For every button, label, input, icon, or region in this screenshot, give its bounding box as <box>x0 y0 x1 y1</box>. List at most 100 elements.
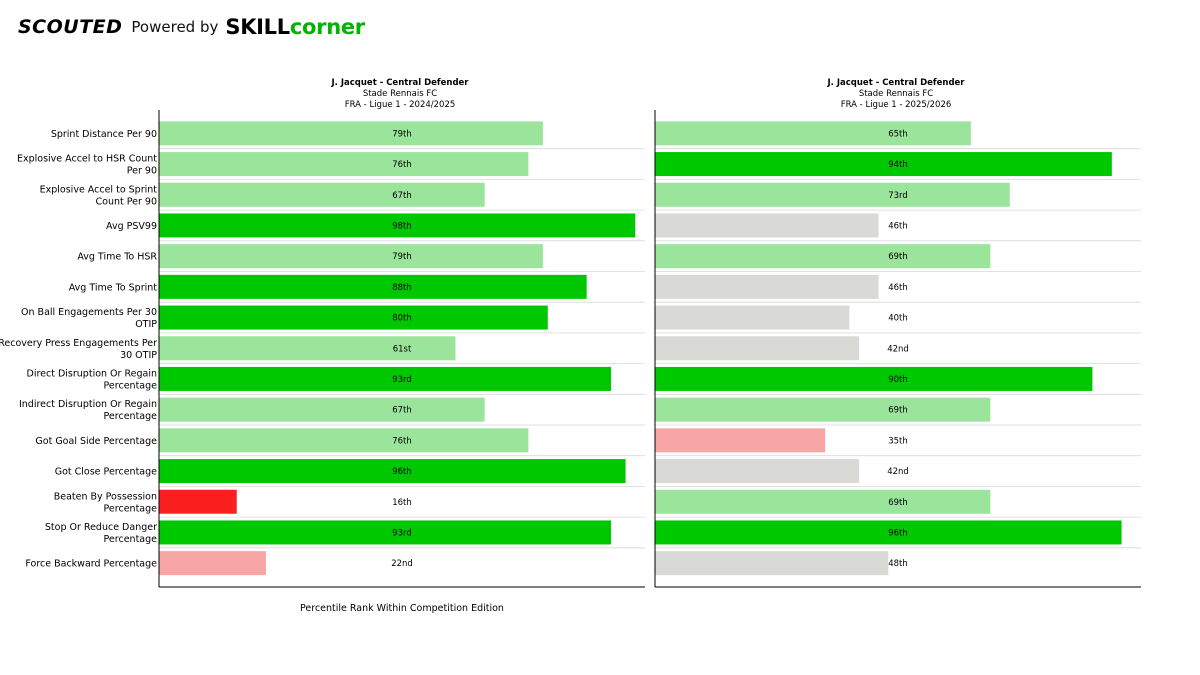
percentile-bar <box>159 489 237 514</box>
row-label-line: Recovery Press Engagements Per <box>0 338 157 349</box>
partner-logo-part1: SKILL <box>225 15 290 39</box>
row-label-line: Percentage <box>104 503 158 514</box>
row-label: Beaten By Possession Percentage <box>54 491 157 514</box>
percentile-bar <box>159 520 611 545</box>
percentile-bar <box>655 182 1010 207</box>
row-label: Sprint Distance Per 90 <box>51 129 157 140</box>
percentile-bar <box>655 244 991 269</box>
powered-by-text: Powered by <box>131 18 219 36</box>
panel-club: Stade Rennais FC <box>859 89 933 99</box>
row-label-line: Explosive Accel to Sprint <box>40 184 158 195</box>
percentile-bar <box>655 305 850 330</box>
bar-value-label: 46th <box>888 221 908 231</box>
row-label: On Ball Engagements Per 30 OTIP <box>21 307 157 330</box>
percentile-bar <box>159 336 456 361</box>
bar-value-label: 80th <box>392 314 412 324</box>
bar-value-label: 96th <box>888 528 908 538</box>
bar-value-label: 93rd <box>392 528 412 538</box>
percentile-bar <box>655 336 860 361</box>
percentile-bar <box>159 428 529 453</box>
bar-value-label: 69th <box>888 252 908 262</box>
percentile-bar <box>655 152 1112 177</box>
percentile-bar <box>655 459 860 484</box>
row-label-line: Direct Disruption Or Regain <box>27 368 157 379</box>
row-label-line: Avg PSV99 <box>106 221 157 232</box>
panel-title: J. Jacquet - Central Defender <box>827 78 966 88</box>
panel-competition: FRA - Ligue 1 - 2025/2026 <box>841 100 952 110</box>
bar-value-label: 35th <box>888 436 908 446</box>
brand-header: SCOUTED Powered by SKILL corner <box>18 12 365 42</box>
row-label-line: Beaten By Possession <box>54 491 157 502</box>
row-label-line: Indirect Disruption Or Regain <box>19 399 157 410</box>
row-label-line: Count Per 90 <box>96 196 157 207</box>
bar-value-label: 76th <box>392 160 412 170</box>
percentile-bar <box>655 489 991 514</box>
percentile-bar <box>159 244 543 269</box>
percentile-bar <box>655 428 826 453</box>
bar-value-label: 46th <box>888 283 908 293</box>
bar-value-label: 61st <box>393 344 412 354</box>
row-label-line: Got Close Percentage <box>55 467 157 478</box>
bar-value-label: 69th <box>888 498 908 508</box>
row-label: Indirect Disruption Or Regain Percentage <box>19 399 157 422</box>
bar-value-label: 16th <box>392 498 412 508</box>
row-label-line: Explosive Accel to HSR Count <box>17 154 157 165</box>
row-label-line: Sprint Distance Per 90 <box>51 129 157 140</box>
row-label: Direct Disruption Or Regain Percentage <box>27 368 158 391</box>
row-label-line: Got Goal Side Percentage <box>35 436 157 447</box>
row-label-line: Percentage <box>104 534 158 545</box>
row-label: Stop Or Reduce Danger Percentage <box>45 522 157 545</box>
percentile-bar <box>159 213 636 238</box>
percentile-bar <box>159 182 485 207</box>
bar-value-label: 93rd <box>392 375 412 385</box>
bar-value-label: 42nd <box>887 344 909 354</box>
bar-value-label: 94th <box>888 160 908 170</box>
row-label-line: Stop Or Reduce Danger <box>45 522 157 533</box>
row-label-line: 30 OTIP <box>120 350 157 361</box>
row-label-line: Per 90 <box>127 166 157 177</box>
panel-club: Stade Rennais FC <box>363 89 437 99</box>
percentile-bar <box>655 520 1122 545</box>
percentile-bar <box>159 121 543 146</box>
percentile-bar <box>159 274 587 299</box>
row-label: Avg Time To Sprint <box>69 282 158 293</box>
percentile-bar <box>159 366 611 391</box>
scouted-logo: SCOUTED <box>18 16 123 38</box>
bar-value-label: 67th <box>392 406 412 416</box>
x-axis-label: Percentile Rank Within Competition Editi… <box>300 603 504 614</box>
percentile-bar <box>655 121 971 146</box>
row-label: Got Close Percentage <box>55 467 157 478</box>
bar-value-label: 98th <box>392 221 412 231</box>
bar-value-label: 65th <box>888 129 908 139</box>
percentile-bar <box>655 366 1093 391</box>
bar-value-label: 48th <box>888 559 908 569</box>
row-label: Explosive Accel to Sprint Count Per 90 <box>40 184 158 207</box>
bar-value-label: 67th <box>392 191 412 201</box>
bar-value-label: 96th <box>392 467 412 477</box>
percentile-bar <box>655 274 879 299</box>
row-label-line: OTIP <box>135 319 157 330</box>
percentile-bar <box>159 305 548 330</box>
percentile-bar <box>655 213 879 238</box>
bar-value-label: 79th <box>392 252 412 262</box>
partner-logo-part2: corner <box>289 15 365 39</box>
row-label: Recovery Press Engagements Per 30 OTIP <box>0 338 157 361</box>
bar-value-label: 40th <box>888 314 908 324</box>
row-label: Avg Time To HSR <box>77 252 157 263</box>
row-label-line: Percentage <box>104 411 158 422</box>
percentile-bar <box>655 551 889 576</box>
row-label: Explosive Accel to HSR Count Per 90 <box>17 154 157 177</box>
row-label-line: Avg Time To HSR <box>77 252 157 263</box>
percentile-bar <box>159 152 529 177</box>
percentile-bar <box>655 397 991 422</box>
percentile-bar <box>159 397 485 422</box>
bar-value-label: 90th <box>888 375 908 385</box>
panel-competition: FRA - Ligue 1 - 2024/2025 <box>345 100 456 110</box>
bar-value-label: 88th <box>392 283 412 293</box>
row-label-line: Force Backward Percentage <box>25 559 157 570</box>
row-label: Avg PSV99 <box>106 221 157 232</box>
percentile-bar <box>159 551 266 576</box>
bar-value-label: 22nd <box>391 559 413 569</box>
bar-value-label: 69th <box>888 406 908 416</box>
